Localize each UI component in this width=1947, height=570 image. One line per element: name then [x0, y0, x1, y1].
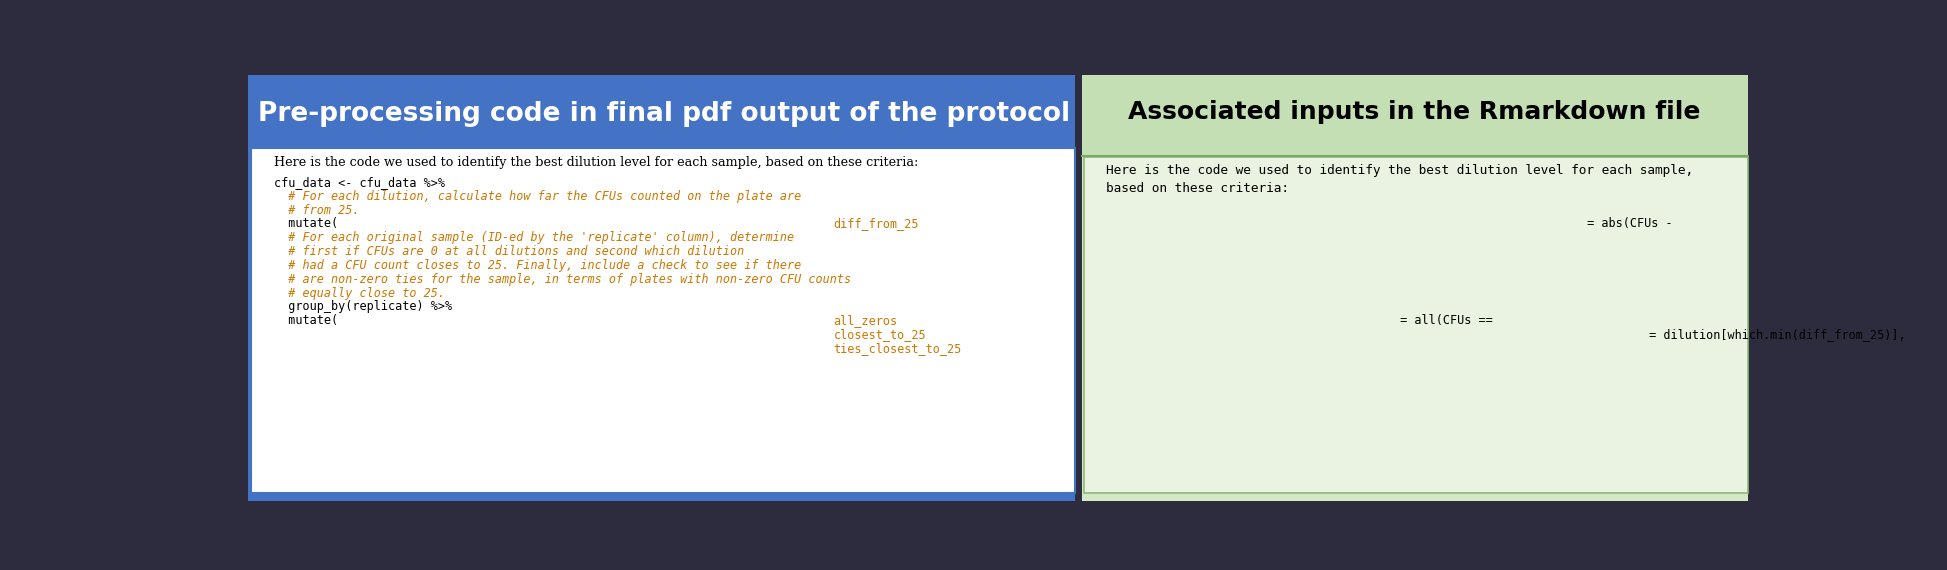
Bar [247, 75, 1075, 500]
Text: # equally close to 25.: # equally close to 25. [273, 287, 444, 299]
Bar [1083, 75, 1748, 500]
Text: Associated inputs in the Rmarkdown file: Associated inputs in the Rmarkdown file [1127, 100, 1700, 124]
Text: = abs(CFUs -: = abs(CFUs - [1579, 217, 1680, 230]
Text: = dilution[which.min(diff_from_25)],: = dilution[which.min(diff_from_25)], [1641, 328, 1906, 341]
Text: Here is the code we used to identify the best dilution level for each sample, ba: Here is the code we used to identify the… [273, 156, 917, 169]
Bar [1083, 75, 1748, 156]
Text: cfu_data <- cfu_data %>%: cfu_data <- cfu_data %>% [273, 176, 444, 189]
FancyBboxPatch shape [251, 148, 1075, 493]
Text: # had a CFU count closes to 25. Finally, include a check to see if there: # had a CFU count closes to 25. Finally,… [273, 259, 800, 272]
Text: # are non-zero ties for the sample, in terms of plates with non-zero CFU counts: # are non-zero ties for the sample, in t… [273, 272, 851, 286]
Text: closest_to_25: closest_to_25 [833, 328, 927, 341]
Text: mutate(: mutate( [273, 314, 337, 327]
Text: # For each original sample (ID-ed by the 'replicate' column), determine: # For each original sample (ID-ed by the… [273, 231, 794, 244]
FancyBboxPatch shape [1084, 157, 1748, 493]
Text: Pre-processing code in final pdf output of the protocol: Pre-processing code in final pdf output … [259, 101, 1071, 128]
Text: group_by(replicate) %>%: group_by(replicate) %>% [273, 300, 452, 314]
Text: = all(CFUs ==: = all(CFUs == [1394, 314, 1499, 327]
Text: Here is the code we used to identify the best dilution level for each sample,
ba: Here is the code we used to identify the… [1106, 164, 1694, 194]
Text: # first if CFUs are 0 at all dilutions and second which dilution: # first if CFUs are 0 at all dilutions a… [273, 245, 744, 258]
Text: diff_from_25: diff_from_25 [833, 217, 919, 230]
Text: # from 25.: # from 25. [273, 203, 358, 217]
Text: # For each dilution, calculate how far the CFUs counted on the plate are: # For each dilution, calculate how far t… [273, 190, 800, 203]
Text: mutate(: mutate( [273, 217, 337, 230]
Text: all_zeros: all_zeros [833, 314, 898, 327]
Text: ties_closest_to_25: ties_closest_to_25 [833, 342, 962, 355]
